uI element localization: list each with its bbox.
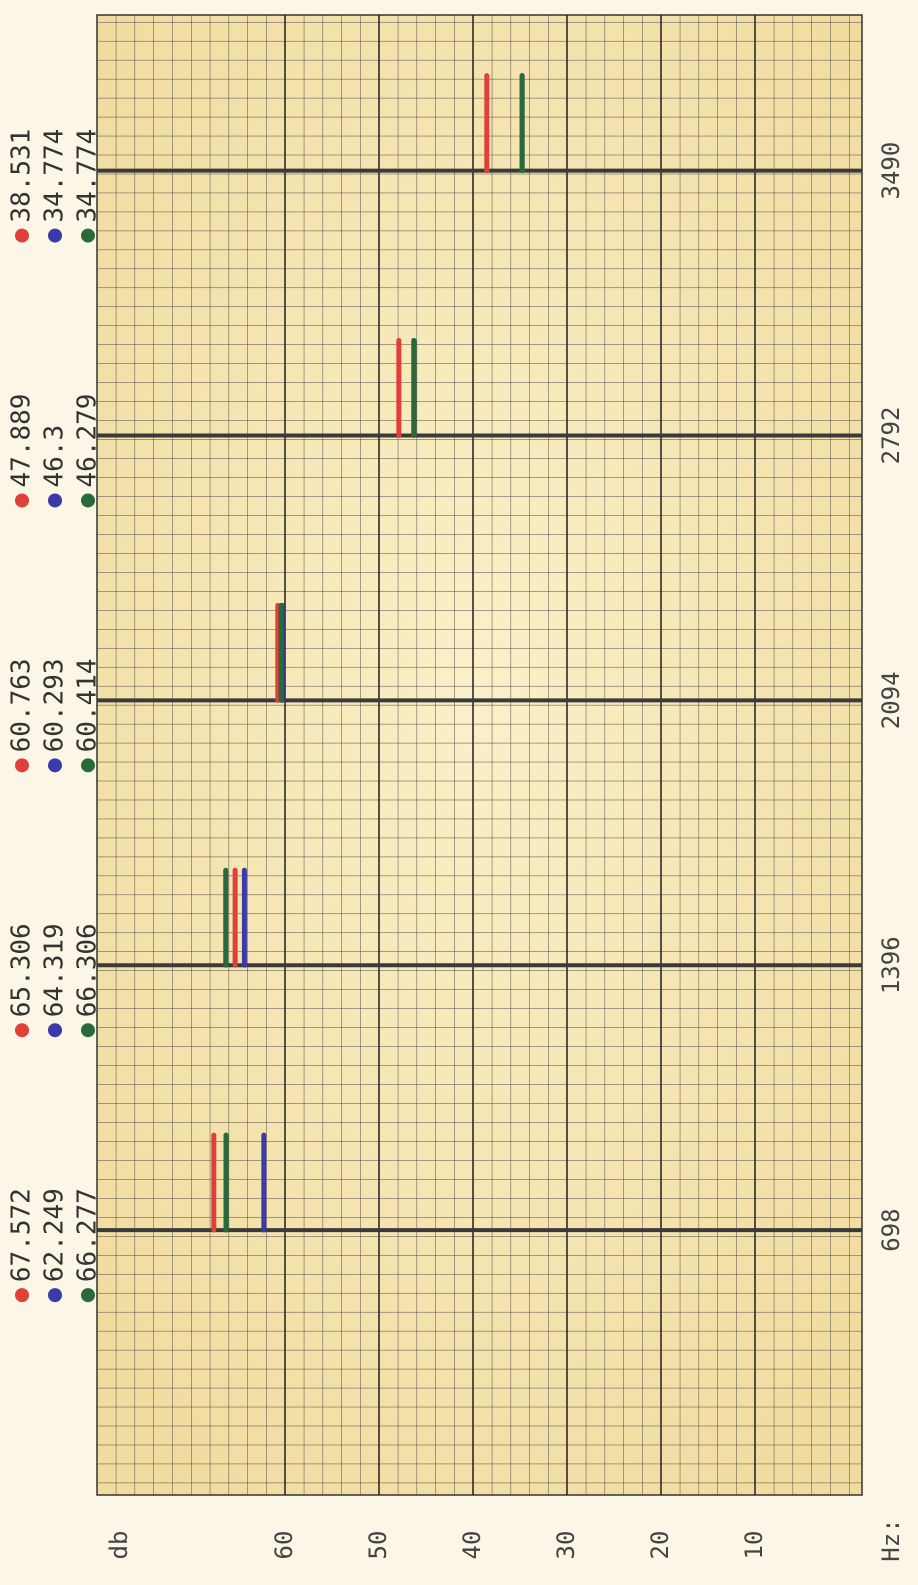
y-tick-label: 50 <box>364 1531 392 1560</box>
label-dot <box>48 229 62 243</box>
y-tick-label: 10 <box>740 1531 768 1560</box>
x-tick-label: 2094 <box>877 671 905 729</box>
y-axis-label: db <box>105 1531 133 1560</box>
x-axis-label: Hz: <box>877 1518 905 1561</box>
label-dot <box>81 1288 95 1302</box>
value-label: 46.279 <box>73 394 103 488</box>
value-label: 66.306 <box>73 923 103 1017</box>
value-label: 60.763 <box>7 658 37 752</box>
value-label: 46.3 <box>40 425 70 488</box>
y-tick-label: 60 <box>270 1531 298 1560</box>
value-label: 60.414 <box>73 658 103 752</box>
value-label: 38.531 <box>7 129 37 223</box>
x-tick-label: 2792 <box>877 407 905 465</box>
label-dot <box>81 229 95 243</box>
y-tick-label: 20 <box>646 1531 674 1560</box>
paper-grid <box>97 15 862 1495</box>
y-tick-label: 30 <box>552 1531 580 1560</box>
label-dot <box>15 229 29 243</box>
chart: db Hz: 10 20 30 40 50 60 698 1396 2094 2792 3490 67… <box>0 0 918 1585</box>
value-label: 67.572 <box>7 1188 37 1282</box>
label-dot <box>48 1288 62 1302</box>
label-dot <box>15 758 29 772</box>
label-dot <box>15 493 29 507</box>
value-label: 34.774 <box>40 129 70 223</box>
label-dot <box>81 758 95 772</box>
value-label: 47.889 <box>7 394 37 488</box>
value-label: 66.277 <box>73 1188 103 1282</box>
value-label: 64.319 <box>40 923 70 1017</box>
label-dot <box>48 758 62 772</box>
label-dot <box>81 1023 95 1037</box>
label-dot <box>15 1288 29 1302</box>
label-dot <box>15 1023 29 1037</box>
value-label: 34.774 <box>73 129 103 223</box>
value-label: 65.306 <box>7 923 37 1017</box>
label-dot <box>81 493 95 507</box>
label-dot <box>48 493 62 507</box>
x-tick-label: 1396 <box>877 936 905 994</box>
value-label: 62.249 <box>40 1188 70 1282</box>
y-tick-label: 40 <box>458 1531 486 1560</box>
label-dot <box>48 1023 62 1037</box>
x-tick-label: 3490 <box>877 142 905 200</box>
x-tick-label: 698 <box>877 1208 905 1251</box>
value-label: 60.293 <box>40 658 70 752</box>
